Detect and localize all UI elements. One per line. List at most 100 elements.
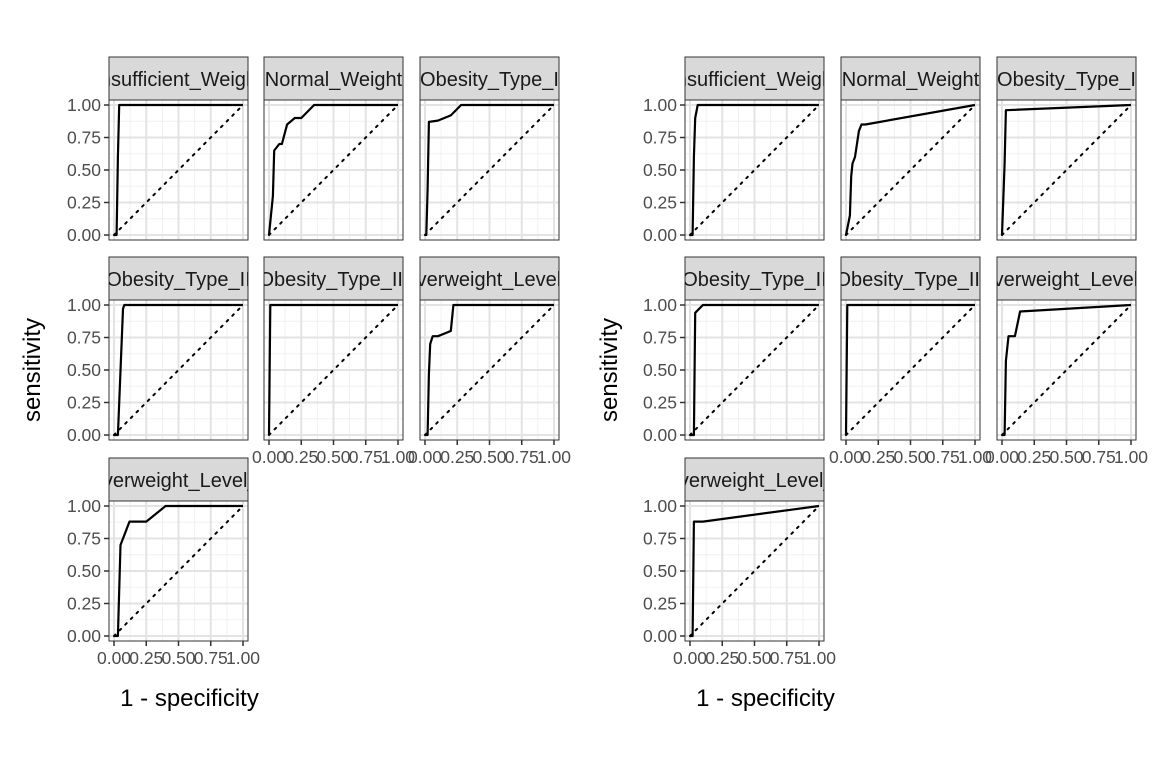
chart-1-panel-4-reference-diagonal xyxy=(113,304,244,436)
chart-1-panel-6-x-tick-label: 0.50 xyxy=(472,447,506,467)
chart-1-panel-6-reference-diagonal xyxy=(424,304,555,436)
chart-1-panel-4-roc-curve xyxy=(114,303,243,437)
chart-2-panel-5-x-tick-label: 0.25 xyxy=(861,447,895,467)
chart-1-panel-5-x-tick-label: 0.00 xyxy=(252,447,286,467)
chart-1-panel-1-y-tick-label: 1.00 xyxy=(67,95,101,115)
roc-chart-2: Insufficient_Weight0.000.250.500.751.00N… xyxy=(596,56,1152,712)
chart-1-panel-4-y-tick-label: 0.25 xyxy=(67,393,101,413)
chart-2-panel-7-x-tick-label: 0.25 xyxy=(705,648,739,668)
chart-1-panel-3-roc-curve xyxy=(425,103,554,237)
chart-1-panel-3-strip-label: Obesity_Type_I xyxy=(420,69,559,91)
chart-2-panel-1-y-tick-label: 1.00 xyxy=(643,95,677,115)
chart-1-panel-1-reference-diagonal xyxy=(113,104,244,236)
chart-1-panel-6-roc-curve xyxy=(425,303,554,437)
chart-2-panel-1-strip-label: Insufficient_Weight xyxy=(670,69,839,91)
chart-1-panel-1-y-tick-label: 0.25 xyxy=(67,193,101,213)
chart-1-panel-4-y-tick-label: 0.50 xyxy=(67,360,101,380)
chart-2-panel-7-roc-curve xyxy=(690,504,820,638)
chart-2-panel-2-strip-label: Normal_Weight xyxy=(842,69,980,91)
chart-2-x-axis-title: 1 - specificity xyxy=(696,685,835,712)
chart-1-panel-7-x-tick-label: 0.50 xyxy=(161,648,195,668)
chart-1-panel-7-x-tick-label: 1.00 xyxy=(226,648,260,668)
chart-1-panel-3-reference-diagonal xyxy=(424,104,555,236)
chart-1-panel-7-y-tick-label: 1.00 xyxy=(67,496,101,516)
chart-1-panel-7-strip-label: Overweight_Level_II xyxy=(87,470,269,492)
chart-2-panel-7-x-tick-label: 0.50 xyxy=(737,648,771,668)
chart-1-panel-4-y-tick-label: 0.00 xyxy=(67,425,101,445)
chart-2-panel-4-strip-label: Obesity_Type_II xyxy=(682,269,827,291)
chart-1-panel-7-y-tick-label: 0.50 xyxy=(67,561,101,581)
chart-2-panel-3-border xyxy=(996,99,1137,241)
chart-2-panel-4-y-tick-label: 0.50 xyxy=(643,360,677,380)
chart-2-panel-2-strip xyxy=(840,56,981,101)
chart-1-panel-3-border xyxy=(419,99,560,241)
chart-2-panel-6-x-tick-label: 0.00 xyxy=(985,447,1019,467)
chart-1-x-axis-title: 1 - specificity xyxy=(120,685,259,712)
chart-1-panel-1-roc-curve xyxy=(114,103,243,237)
chart-2-panel-6-strip-label: Overweight_Level_I xyxy=(978,269,1152,291)
chart-2-panel-5-x-tick-label: 0.00 xyxy=(829,447,863,467)
chart-2-panel-5-x-tick-label: 0.50 xyxy=(893,447,927,467)
chart-1-panel-6-x-tick-label: 0.25 xyxy=(440,447,474,467)
chart-2-panel-2-reference-diagonal xyxy=(845,104,976,236)
chart-2-panel-4-y-tick-label: 0.25 xyxy=(643,393,677,413)
chart-1-panel-5-strip xyxy=(263,256,404,301)
chart-2-panel-1-strip xyxy=(684,56,825,101)
chart-2-panel-7-y-tick-label: 0.25 xyxy=(643,594,677,614)
chart-1-panel-4-strip-label: Obesity_Type_II xyxy=(106,269,251,291)
chart-2-y-axis-title: sensitivity xyxy=(596,318,623,422)
chart-1-panel-1-y-tick-label: 0.00 xyxy=(67,225,101,245)
chart-1-panel-1-y-tick-label: 0.75 xyxy=(67,128,101,148)
chart-2-panel-7-y-tick-label: 0.50 xyxy=(643,561,677,581)
chart-1-panel-5-x-tick-label: 1.00 xyxy=(381,447,415,467)
chart-1-panel-5-x-tick-label: 0.75 xyxy=(349,447,383,467)
chart-1-panel-6-x-tick-label: 0.00 xyxy=(408,447,442,467)
chart-1-panel-4-y-tick-label: 1.00 xyxy=(67,295,101,315)
chart-1-panel-5-x-tick-label: 0.50 xyxy=(316,447,350,467)
chart-1-panel-1-strip-label: Insufficient_Weight xyxy=(94,69,263,91)
chart-2-panel-7-x-tick-label: 0.75 xyxy=(770,648,804,668)
chart-1-panel-2-roc-curve xyxy=(267,103,398,236)
chart-2-panel-4-y-tick-label: 1.00 xyxy=(643,295,677,315)
chart-2-panel-5-strip xyxy=(840,256,981,301)
chart-1-panel-3-strip xyxy=(419,56,560,101)
chart-2-panel-2-border xyxy=(840,99,981,241)
chart-1-panel-7-y-tick-label: 0.75 xyxy=(67,529,101,549)
chart-2-panel-6-x-tick-label: 0.75 xyxy=(1082,447,1116,467)
chart-2-panel-7-y-tick-label: 0.00 xyxy=(643,626,677,646)
chart-2-panel-2-roc-curve xyxy=(844,103,976,236)
chart-1-panel-7-y-tick-label: 0.00 xyxy=(67,626,101,646)
chart-1-panel-4-strip xyxy=(108,256,249,301)
chart-2-panel-3-strip-label: Obesity_Type_I xyxy=(997,69,1136,91)
chart-1-panel-7-x-tick-label: 0.00 xyxy=(97,648,131,668)
chart-2-panel-5-strip-label: Obesity_Type_III xyxy=(835,269,985,291)
chart-2-panel-5-x-tick-label: 0.75 xyxy=(926,447,960,467)
chart-1-panel-1-y-tick-label: 0.50 xyxy=(67,160,101,180)
chart-1-panel-5-roc-curve xyxy=(267,303,398,436)
chart-1-panel-7-y-tick-label: 0.25 xyxy=(67,594,101,614)
chart-2-panel-7-y-tick-label: 0.75 xyxy=(643,529,677,549)
chart-2-panel-7-y-tick-label: 1.00 xyxy=(643,496,677,516)
chart-2-panel-6-x-tick-label: 1.00 xyxy=(1114,447,1148,467)
chart-2-panel-3-roc-curve xyxy=(1000,103,1132,236)
chart-2-panel-1-y-tick-label: 0.50 xyxy=(643,160,677,180)
chart-2-panel-7-strip-label: Overweight_Level_II xyxy=(663,470,845,492)
chart-2-panel-3-reference-diagonal xyxy=(1001,104,1132,236)
chart-2-panel-7-x-tick-label: 0.00 xyxy=(673,648,707,668)
chart-1-panel-7-x-tick-label: 0.25 xyxy=(129,648,163,668)
chart-1-panel-7-x-tick-label: 0.75 xyxy=(194,648,228,668)
chart-2-panel-7-x-tick-label: 1.00 xyxy=(802,648,836,668)
chart-2-panel-7-reference-diagonal xyxy=(689,505,820,637)
chart-1-panel-6-strip-label: Overweight_Level_I xyxy=(401,269,578,291)
chart-1-panel-2-strip-label: Normal_Weight xyxy=(265,69,403,91)
chart-1-panel-6-x-tick-label: 0.75 xyxy=(505,447,539,467)
chart-2-panel-6-reference-diagonal xyxy=(1001,304,1132,436)
chart-2-panel-7-strip xyxy=(684,457,825,502)
chart-1-panel-5-reference-diagonal xyxy=(268,304,399,436)
chart-2-panel-4-roc-curve xyxy=(690,303,819,437)
chart-2-panel-1-y-tick-label: 0.00 xyxy=(643,225,677,245)
chart-2-panel-4-reference-diagonal xyxy=(689,304,820,436)
chart-1-panel-7-reference-diagonal xyxy=(113,505,244,637)
chart-2-panel-1-reference-diagonal xyxy=(689,104,820,236)
